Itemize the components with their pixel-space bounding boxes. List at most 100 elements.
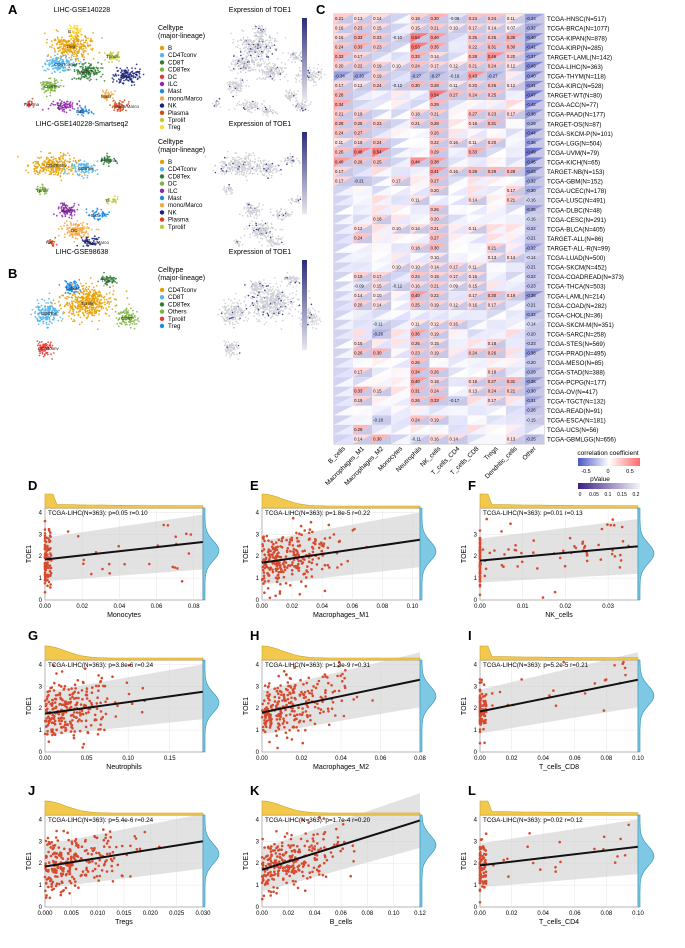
expression-point	[256, 297, 259, 299]
expression-point	[268, 290, 270, 292]
expression-point	[265, 236, 267, 239]
umap-point	[88, 44, 91, 47]
umap-point	[57, 234, 60, 237]
expression-point	[267, 226, 270, 228]
expression-point	[267, 109, 269, 112]
expression-point	[226, 82, 229, 84]
expression-point	[272, 310, 275, 312]
expression-point	[260, 78, 262, 80]
umap-point	[114, 101, 117, 104]
umap-title: LIHC-GSE98638	[56, 249, 109, 256]
umap-point	[71, 296, 74, 299]
expression-point	[254, 221, 257, 223]
expression-point	[273, 303, 276, 305]
expression-point	[219, 162, 221, 164]
umap-point	[52, 100, 55, 103]
umap-point	[77, 43, 80, 46]
umap-point	[61, 110, 64, 112]
umap-point	[69, 158, 71, 160]
umap-point	[83, 41, 85, 44]
umap-point	[62, 154, 65, 157]
umap-point	[79, 282, 82, 285]
expression-point	[294, 54, 296, 57]
expression-point	[251, 46, 253, 49]
expression-point	[245, 307, 248, 310]
umap-point	[74, 52, 77, 55]
umap-point	[69, 168, 72, 171]
expression-point	[244, 60, 246, 62]
umap-point	[122, 82, 125, 85]
expression-point	[257, 231, 260, 233]
expression-point	[255, 222, 257, 225]
umap-point	[74, 298, 77, 301]
expression-point	[240, 71, 242, 73]
legend-item: NK	[168, 103, 177, 110]
expression-point	[263, 174, 265, 177]
umap-point	[83, 227, 85, 230]
expression-point	[250, 45, 252, 48]
umap-point	[76, 52, 79, 55]
expression-point	[310, 101, 312, 103]
expression-point	[235, 59, 237, 61]
expression-point	[262, 204, 265, 206]
expression-point	[238, 170, 240, 172]
umap-point	[70, 300, 73, 302]
expression-point	[256, 105, 259, 108]
umap-point	[81, 175, 83, 178]
expression-point	[274, 165, 277, 168]
expression-point	[254, 104, 256, 107]
expression-point	[245, 46, 248, 48]
umap-point	[61, 215, 64, 218]
expression-point	[252, 100, 254, 103]
expression-point	[272, 111, 274, 114]
expression-point	[241, 67, 244, 70]
expression-point	[287, 212, 289, 215]
panel-letter-G: G	[28, 628, 38, 643]
expression-point	[252, 103, 255, 105]
umap-point	[71, 27, 73, 29]
umap-point	[87, 315, 89, 318]
umap-point	[51, 72, 53, 75]
expression-point	[255, 312, 258, 315]
umap-point	[46, 60, 48, 63]
expression-point	[290, 55, 292, 57]
expression-point	[257, 229, 260, 231]
umap-point	[52, 61, 54, 64]
umap-point	[73, 25, 76, 27]
umap-point	[91, 49, 93, 51]
expression-point	[256, 306, 259, 309]
umap-point	[83, 314, 86, 317]
expression-point	[247, 40, 250, 42]
expression-point	[262, 43, 265, 46]
umap-point	[46, 38, 48, 41]
umap-point	[76, 103, 79, 106]
legend-title-line: Celltype	[158, 25, 183, 32]
umap-point	[103, 80, 106, 82]
umap-point	[115, 66, 118, 69]
expr-title: Expression of TOE1	[229, 7, 291, 14]
umap-point	[75, 222, 77, 225]
umap-point	[105, 89, 108, 92]
expression-point	[316, 76, 319, 79]
expression-point	[237, 58, 239, 61]
umap-point	[47, 107, 50, 110]
expression-point	[240, 61, 242, 63]
expression-point	[274, 73, 276, 75]
umap-point	[72, 27, 75, 30]
expression-point	[265, 48, 268, 51]
umap-point	[52, 173, 55, 176]
umap-point	[85, 317, 88, 319]
umap-point	[96, 173, 99, 176]
legend-title-line: (major-lineage)	[158, 33, 205, 40]
expression-point	[244, 305, 247, 307]
umap-point	[87, 233, 89, 235]
expression-point	[250, 54, 252, 57]
umap-point	[82, 177, 85, 180]
umap-point	[35, 162, 37, 165]
expression-point	[257, 224, 260, 226]
expression-point	[317, 63, 320, 66]
umap-point	[114, 90, 116, 92]
expression-point	[258, 45, 260, 48]
expression-point	[289, 309, 292, 311]
legend-swatch	[159, 195, 165, 201]
